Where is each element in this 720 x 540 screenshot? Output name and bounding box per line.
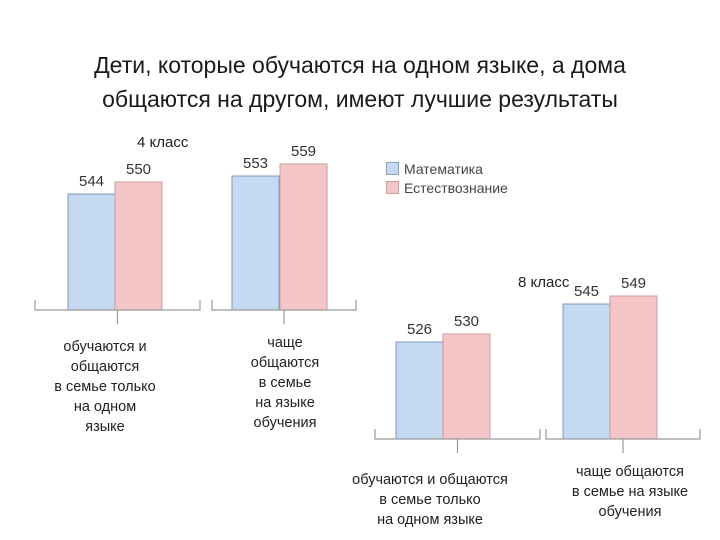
data-label-g8-cat1-series1: 549 — [621, 275, 646, 292]
legend-item-math: Математика — [386, 159, 508, 178]
label-line: обучаются и — [63, 339, 147, 355]
label-line: обучения — [598, 504, 662, 520]
page-title: Дети, которые обучаются на одном языке, … — [0, 48, 720, 116]
category-bracket-g8-cat1 — [545, 429, 701, 453]
label-line: общаются — [250, 355, 320, 371]
category-bracket-g4-cat1 — [211, 300, 357, 324]
label-line: общаются — [70, 359, 140, 375]
data-label-g4-cat0-series0: 544 — [79, 173, 104, 190]
category-label-g8-single-language: обучаются и общаются в семье только на о… — [330, 470, 530, 530]
label-line: в семье только — [54, 379, 156, 395]
legend-item-science: Естествознание — [386, 178, 508, 197]
label-line: языке — [85, 419, 125, 435]
data-label-g8-cat0-series1: 530 — [454, 313, 479, 330]
data-label-g8-cat0-series0: 526 — [407, 321, 432, 338]
bar-g8-cat1-series0 — [562, 303, 611, 440]
data-label-g4-cat0-series1: 550 — [126, 161, 151, 178]
legend-swatch-science — [386, 181, 399, 194]
category-bracket-g8-cat0 — [374, 429, 541, 453]
bar-g4-cat1-series0 — [231, 175, 280, 311]
data-label-g8-cat1-series0: 545 — [574, 283, 599, 300]
chart-title-grade-4: 4 класс — [137, 134, 189, 151]
label-line: в семье на языке — [571, 484, 689, 500]
chart-title-grade-8: 8 класс — [518, 274, 570, 291]
data-label-g4-cat1-series1: 559 — [291, 143, 316, 160]
label-line: в семье только — [379, 492, 481, 508]
legend: Математика Естествознание — [386, 159, 508, 197]
bar-g4-cat1-series1 — [279, 163, 328, 311]
legend-label-science: Естествознание — [404, 179, 508, 196]
bar-g8-cat0-series0 — [395, 341, 444, 440]
legend-label-math: Математика — [404, 160, 483, 177]
legend-swatch-math — [386, 162, 399, 175]
label-line: обучения — [253, 415, 317, 431]
bar-g4-cat0-series0 — [67, 193, 116, 311]
bar-g4-cat0-series1 — [114, 181, 163, 311]
label-line: на одном — [73, 399, 137, 415]
label-line: на языке — [255, 395, 315, 411]
category-label-g4-instruction-language: чаще общаются в семье на языке обучения — [220, 333, 350, 433]
label-line: на одном языке — [377, 512, 483, 528]
category-bracket-g4-cat0 — [34, 300, 201, 324]
title-line-1: Дети, которые обучаются на одном языке, … — [94, 52, 626, 78]
title-line-2: общаются на другом, имеют лучшие результ… — [102, 86, 618, 112]
category-label-g8-instruction-language: чаще общаются в семье на языке обучения — [555, 462, 705, 522]
bar-g8-cat0-series1 — [442, 333, 491, 440]
data-label-g4-cat1-series0: 553 — [243, 155, 268, 172]
label-line: чаще общаются — [576, 464, 684, 480]
label-line: обучаются и общаются — [352, 472, 508, 488]
bar-g8-cat1-series1 — [609, 295, 658, 440]
label-line: в семье — [258, 375, 312, 391]
category-label-g4-single-language: обучаются и общаются в семье только на о… — [30, 337, 180, 437]
label-line: чаще — [267, 335, 303, 351]
